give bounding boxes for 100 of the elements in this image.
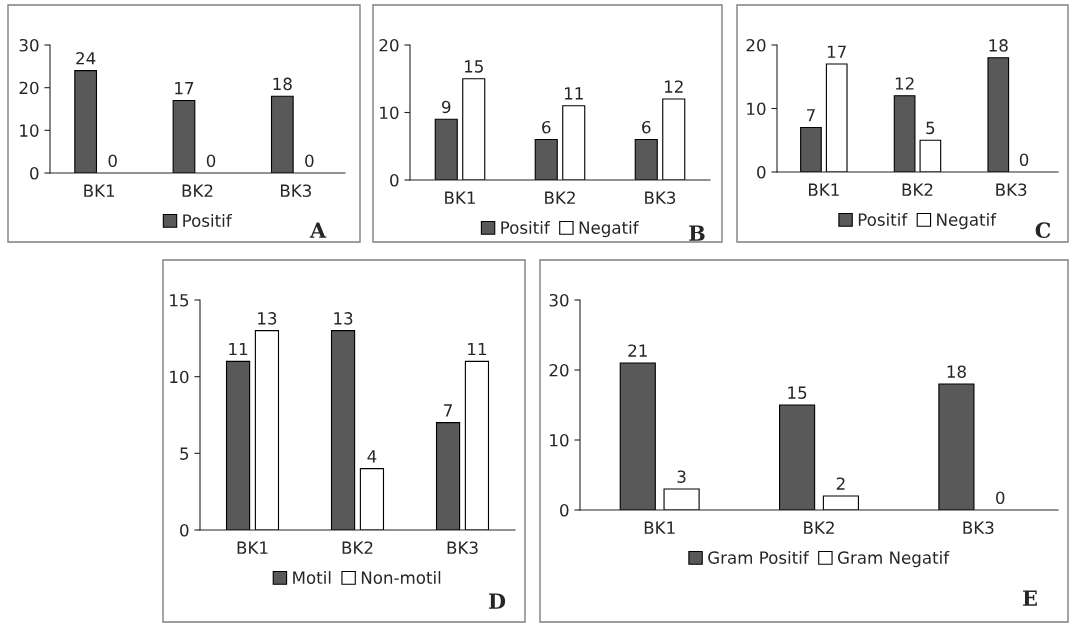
y-tick-label: 20 bbox=[19, 81, 39, 95]
bar bbox=[663, 488, 700, 510]
x-tick-label: BK3 bbox=[447, 541, 478, 555]
data-label: 17 bbox=[175, 82, 194, 95]
x-tick-label: BK3 bbox=[645, 191, 676, 205]
bar bbox=[330, 330, 356, 530]
y-tick-label: 10 bbox=[550, 433, 569, 447]
x-tick-label: BK3 bbox=[996, 183, 1027, 197]
y-tick-label: 0 bbox=[560, 503, 569, 517]
y-tick-label: 15 bbox=[170, 294, 189, 307]
data-label: 13 bbox=[334, 312, 353, 325]
text: E bbox=[1023, 590, 1037, 606]
x-tick-label: BK1 bbox=[644, 521, 675, 534]
y-tick-label: 10 bbox=[747, 102, 766, 116]
bar bbox=[435, 422, 461, 530]
legend-label: Positif bbox=[858, 213, 908, 226]
x-tick-label: BK1 bbox=[808, 183, 839, 196]
bar bbox=[825, 63, 848, 172]
x-tick-label: BK2 bbox=[804, 521, 834, 534]
y-tick-label: 10 bbox=[380, 106, 399, 120]
data-label: 7 bbox=[807, 109, 815, 122]
text: A bbox=[309, 222, 327, 238]
data-label: 13 bbox=[258, 312, 277, 325]
data-label: 11 bbox=[229, 342, 248, 356]
bar bbox=[254, 330, 280, 530]
bar bbox=[464, 360, 490, 530]
bar bbox=[462, 78, 486, 180]
legend-label: Non-motil bbox=[361, 571, 441, 584]
data-label: 15 bbox=[788, 386, 807, 399]
bar bbox=[359, 468, 385, 530]
data-label: 6 bbox=[642, 120, 651, 134]
data-label: 12 bbox=[895, 77, 914, 90]
y-tick-label: 30 bbox=[19, 38, 39, 52]
legend-label: Positif bbox=[501, 221, 551, 234]
data-label: 6 bbox=[542, 120, 551, 134]
bar bbox=[562, 105, 586, 180]
data-label: 24 bbox=[76, 51, 96, 65]
data-label: 18 bbox=[989, 39, 1008, 52]
data-label: 0 bbox=[996, 491, 1005, 504]
y-tick-label: 20 bbox=[549, 363, 569, 377]
x-tick-label: BK2 bbox=[182, 184, 213, 197]
bar bbox=[74, 70, 98, 173]
y-tick-label: 30 bbox=[549, 293, 569, 307]
text: C bbox=[1035, 222, 1051, 239]
legend-label: Gram Negatif bbox=[837, 551, 950, 568]
data-label: 5 bbox=[926, 121, 935, 135]
x-tick-label: BK3 bbox=[280, 184, 311, 198]
data-label: 2 bbox=[836, 477, 845, 490]
y-tick-label: 10 bbox=[170, 370, 189, 384]
data-label: 15 bbox=[464, 60, 483, 73]
data-label: 3 bbox=[677, 470, 686, 483]
x-tick-label: BK1 bbox=[237, 541, 268, 554]
bar bbox=[822, 495, 859, 510]
y-tick-label: 20 bbox=[379, 38, 399, 52]
x-tick-label: BK2 bbox=[902, 183, 933, 196]
legend-label: Gram Positif bbox=[708, 551, 810, 564]
x-tick-label: BK1 bbox=[445, 191, 475, 204]
y-tick-label: 5 bbox=[180, 447, 189, 460]
bar bbox=[619, 362, 656, 510]
data-label: 7 bbox=[444, 404, 452, 417]
bar bbox=[270, 95, 294, 173]
bar bbox=[172, 99, 196, 173]
y-tick-label: 10 bbox=[20, 124, 39, 137]
data-label: 0 bbox=[108, 154, 117, 167]
bar bbox=[534, 138, 558, 180]
data-label: 17 bbox=[827, 45, 846, 58]
bar bbox=[434, 118, 458, 180]
text: B bbox=[689, 225, 705, 241]
legend-label: Motil bbox=[293, 571, 331, 584]
bar bbox=[634, 138, 658, 180]
bar bbox=[987, 57, 1010, 172]
x-tick-label: BK2 bbox=[545, 191, 575, 204]
x-tick-label: BK2 bbox=[342, 541, 373, 554]
y-tick-label: 0 bbox=[757, 165, 766, 179]
data-label: 21 bbox=[628, 344, 647, 357]
bar bbox=[779, 404, 816, 510]
data-label: 12 bbox=[664, 80, 683, 93]
bar bbox=[893, 95, 916, 172]
data-label: 9 bbox=[442, 100, 451, 114]
y-tick-label: 0 bbox=[30, 166, 39, 180]
bar bbox=[225, 360, 251, 530]
data-label: 18 bbox=[947, 365, 966, 378]
data-label: 11 bbox=[468, 342, 486, 356]
data-label: 0 bbox=[206, 154, 216, 167]
legend-label: Negatif bbox=[579, 221, 639, 238]
x-tick-label: BK1 bbox=[84, 184, 115, 197]
x-tick-label: BK3 bbox=[963, 521, 994, 535]
legend-label: Negatif bbox=[937, 213, 997, 230]
y-tick-label: 0 bbox=[180, 523, 189, 537]
data-label: 18 bbox=[273, 77, 292, 91]
bar bbox=[938, 383, 975, 510]
text: D bbox=[488, 593, 506, 609]
bar bbox=[800, 126, 822, 172]
y-tick-label: 20 bbox=[746, 38, 766, 52]
data-label: 0 bbox=[1019, 153, 1029, 166]
legend-label: Positif bbox=[183, 214, 232, 227]
bar bbox=[919, 139, 942, 172]
data-label: 11 bbox=[564, 87, 583, 100]
data-label: 0 bbox=[305, 154, 314, 167]
data-label: 4 bbox=[367, 450, 377, 463]
